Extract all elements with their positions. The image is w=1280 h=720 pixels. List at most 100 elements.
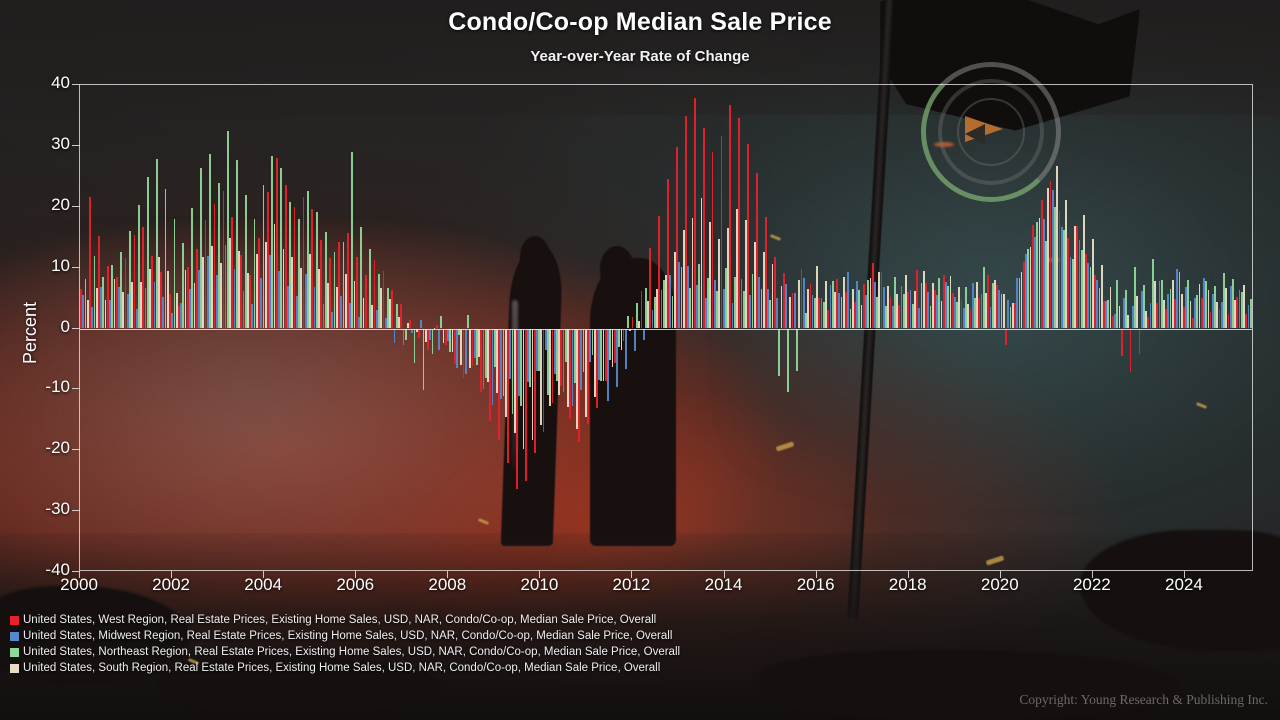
bar [322, 304, 325, 329]
bar [1214, 285, 1216, 329]
bar [1223, 273, 1225, 329]
bar [253, 219, 256, 329]
bar [611, 328, 614, 368]
bar [369, 249, 372, 329]
bar [522, 328, 525, 450]
y-axis-tick-label: 0 [60, 316, 70, 336]
bar [945, 281, 947, 329]
bar [987, 275, 990, 329]
bar [951, 292, 954, 329]
legend-item[interactable]: United States, South Region, Real Estate… [10, 660, 680, 676]
bar [507, 328, 509, 463]
bar [962, 307, 965, 329]
x-axis-tick-label: 2002 [152, 575, 190, 594]
x-axis-tick-label: 2020 [980, 575, 1019, 594]
bar [84, 278, 87, 329]
bar [1249, 298, 1252, 329]
bar [747, 143, 749, 329]
y-axis-tick-mark [72, 266, 80, 268]
bar [789, 296, 792, 329]
page-subtitle: Year-over-Year Rate of Change [530, 48, 750, 65]
bar [1243, 284, 1245, 329]
bar [211, 245, 214, 329]
bar [720, 135, 723, 329]
bar [1229, 285, 1232, 329]
bar [722, 288, 725, 329]
bar [978, 298, 981, 329]
bar [769, 300, 772, 329]
bar [138, 205, 140, 329]
bar [994, 279, 996, 329]
bar [1185, 287, 1188, 329]
bar [900, 285, 903, 329]
bar [464, 328, 467, 374]
bar [702, 127, 705, 329]
bar [916, 269, 918, 329]
bar [831, 281, 834, 329]
bar [1020, 271, 1023, 329]
bar [462, 328, 465, 379]
bar [249, 275, 251, 329]
bar [458, 328, 460, 336]
bar [602, 328, 605, 382]
bar [649, 248, 652, 329]
bar [698, 264, 701, 329]
bar [1143, 285, 1145, 329]
bar [482, 328, 485, 389]
bar [662, 280, 665, 329]
bar [673, 251, 676, 329]
bar [422, 328, 425, 391]
bar [600, 328, 603, 382]
bar [624, 328, 627, 370]
bar [360, 227, 363, 329]
bar [311, 209, 314, 329]
bar [1060, 227, 1063, 329]
x-axis-tick-label: 2010 [520, 575, 559, 594]
bar [622, 328, 625, 341]
bar [687, 265, 689, 329]
bar [186, 266, 189, 329]
bar [498, 328, 500, 440]
bar [905, 274, 907, 329]
x-axis-tick-mark [355, 571, 357, 578]
x-axis-tick-label: 2022 [1072, 575, 1111, 594]
bar [1151, 258, 1154, 329]
bar [1207, 289, 1210, 329]
bar [1054, 206, 1056, 329]
bar [958, 287, 961, 329]
bar [853, 302, 856, 329]
legend-item[interactable]: United States, Northeast Region, Real Es… [10, 644, 680, 660]
bar [251, 303, 254, 329]
legend-item[interactable]: United States, West Region, Real Estate … [10, 612, 680, 628]
bar [631, 317, 634, 329]
bar [709, 222, 712, 329]
bar [813, 298, 816, 329]
bar [387, 288, 389, 329]
bar [1216, 302, 1219, 329]
bar [660, 290, 663, 329]
bar [736, 209, 738, 329]
x-axis-tick-mark [631, 571, 633, 578]
bar [887, 286, 890, 329]
bar [1085, 253, 1087, 329]
bar [404, 328, 407, 340]
bar [1116, 280, 1119, 329]
bar [113, 278, 116, 329]
bar [215, 275, 218, 329]
bar [1218, 308, 1221, 329]
legend-item[interactable]: United States, Midwest Region, Real Esta… [10, 628, 680, 644]
rubble-lower-left [160, 656, 440, 714]
bar [1098, 287, 1101, 329]
bar [300, 267, 303, 329]
bar [449, 328, 452, 353]
bar [1125, 289, 1127, 329]
bar [862, 284, 865, 329]
bar [1196, 295, 1199, 329]
bar [329, 257, 331, 329]
y-axis-tick-label: -20 [45, 438, 70, 458]
legend-color-swatch [10, 663, 19, 673]
soldier-head-right [600, 246, 634, 290]
bar [86, 300, 89, 329]
bar [402, 328, 405, 346]
